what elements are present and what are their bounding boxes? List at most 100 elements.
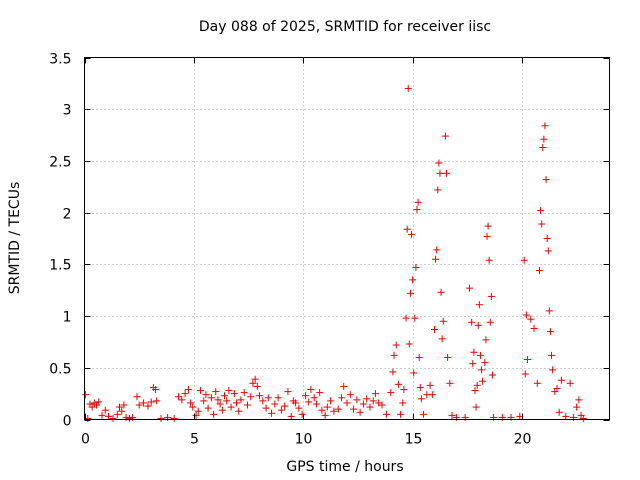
data-point — [412, 263, 420, 271]
data-point — [543, 235, 551, 242]
data-point — [443, 169, 451, 177]
data-point — [468, 318, 476, 326]
data-point — [298, 410, 306, 418]
data-point — [394, 380, 402, 388]
data-point — [369, 397, 377, 405]
data-point — [237, 396, 245, 404]
data-point — [439, 317, 447, 325]
data-point — [350, 405, 358, 413]
data-point — [170, 414, 178, 422]
data-point — [281, 402, 289, 410]
data-point — [216, 400, 224, 408]
data-point — [204, 404, 212, 412]
data-point — [469, 360, 477, 368]
plot-frame — [84, 57, 610, 420]
x-tick-label: 5 — [190, 432, 199, 448]
data-point — [435, 159, 443, 167]
data-point — [178, 396, 186, 404]
data-point — [105, 412, 113, 420]
data-point — [233, 399, 241, 407]
data-point — [356, 408, 364, 416]
data-point — [546, 328, 554, 336]
tick-labels: 0 5 10 15 20 0 0.5 1 1.5 2 2.5 3 3.5 — [49, 52, 531, 448]
data-point — [253, 382, 261, 390]
data-point — [366, 403, 374, 411]
data-point — [221, 392, 228, 400]
data-point — [230, 390, 238, 398]
data-point — [338, 394, 346, 402]
data-point — [340, 382, 348, 390]
data-point — [157, 414, 165, 422]
data-point — [88, 403, 96, 411]
data-point — [277, 406, 285, 414]
data-point — [268, 409, 276, 417]
data-point — [240, 389, 248, 397]
data-points — [82, 85, 587, 422]
data-point — [573, 403, 581, 411]
data-point — [133, 393, 141, 401]
data-point — [542, 176, 550, 184]
data-point — [214, 396, 222, 404]
data-point — [575, 396, 583, 404]
data-point — [436, 169, 444, 177]
data-point — [262, 404, 270, 412]
data-point — [323, 403, 331, 411]
data-point — [82, 391, 90, 399]
data-point — [470, 348, 478, 356]
data-point — [432, 255, 440, 263]
data-point — [187, 399, 195, 407]
data-point — [557, 376, 565, 384]
data-point — [207, 394, 215, 402]
data-point — [405, 340, 413, 348]
data-point — [316, 389, 324, 397]
y-axis-label: SRMTID / TECUs — [7, 182, 23, 295]
data-point — [247, 393, 255, 401]
data-point — [101, 406, 109, 414]
data-point — [549, 366, 557, 374]
y-tick-label: 2 — [63, 207, 72, 223]
data-point — [562, 412, 570, 420]
data-point — [363, 395, 371, 403]
data-point — [433, 246, 441, 254]
data-point — [390, 351, 398, 359]
data-point — [264, 394, 272, 402]
x-tick-label: 15 — [405, 432, 423, 448]
data-point — [448, 411, 456, 419]
data-point — [189, 403, 197, 411]
data-point — [274, 394, 282, 402]
data-point — [399, 399, 407, 407]
data-point — [251, 375, 259, 383]
y-tick-label: 1 — [63, 310, 72, 326]
y-tick-label: 0 — [63, 414, 72, 430]
data-point — [113, 410, 121, 418]
data-point — [404, 85, 412, 93]
data-point — [194, 407, 202, 415]
data-point — [327, 397, 335, 405]
data-point — [446, 379, 454, 387]
data-point — [406, 289, 414, 297]
data-point — [476, 351, 484, 359]
data-point — [243, 401, 251, 409]
data-point — [378, 401, 386, 409]
data-point — [135, 401, 143, 409]
data-point — [235, 407, 243, 415]
data-point — [387, 389, 395, 397]
data-point — [181, 390, 189, 398]
data-point — [153, 397, 161, 405]
data-point — [444, 353, 452, 361]
data-point — [441, 132, 449, 140]
data-point — [566, 379, 574, 387]
data-point — [287, 412, 295, 420]
data-point — [434, 186, 442, 194]
data-point — [539, 143, 547, 151]
data-point — [330, 407, 338, 415]
data-point — [321, 411, 329, 419]
data-point — [411, 314, 419, 322]
x-axis-label: GPS time / hours — [286, 459, 403, 475]
data-point — [555, 408, 563, 416]
data-point — [225, 387, 233, 395]
data-point — [481, 359, 489, 367]
data-point — [420, 410, 428, 418]
data-point — [409, 276, 417, 284]
